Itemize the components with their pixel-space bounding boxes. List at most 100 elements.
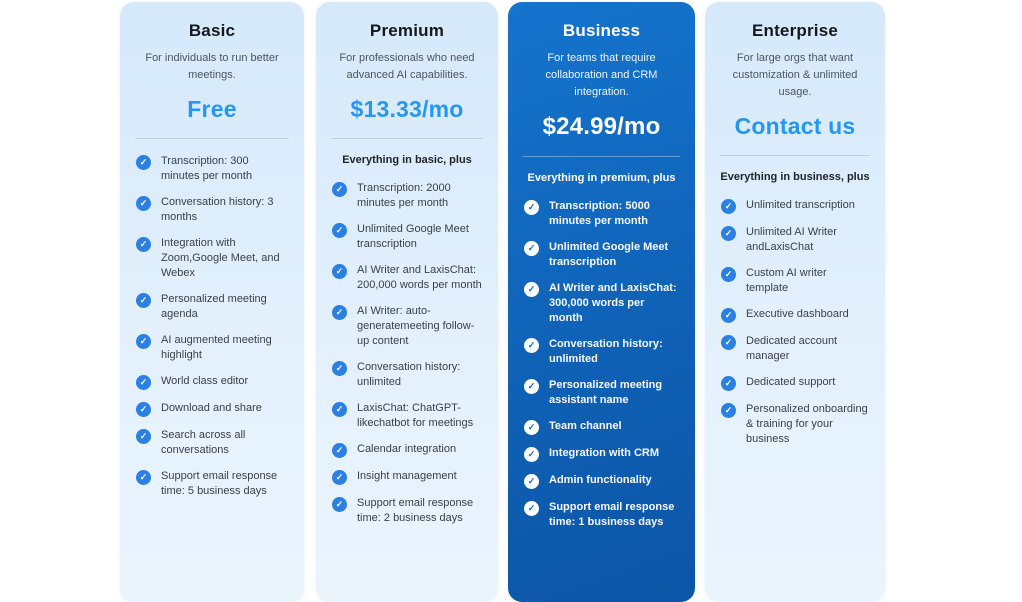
feature-text: Download and share xyxy=(161,402,262,415)
feature-item: ✓ Conversation history: unlimited xyxy=(332,360,484,390)
plan-includes-note: Everything in business, plus xyxy=(720,171,870,184)
price-divider xyxy=(135,138,289,140)
plan-includes-note: Everything in basic, plus xyxy=(342,154,472,167)
check-icon: ✓ xyxy=(332,182,347,198)
feature-item: ✓ Support email response time: 2 business… xyxy=(332,496,484,526)
check-icon: ✓ xyxy=(721,226,736,242)
feature-text: Custom AI writer template xyxy=(746,267,827,295)
feature-text: Unlimited Google Meet transcription xyxy=(357,223,469,251)
feature-item: ✓ Conversation history: unlimited xyxy=(524,337,681,367)
feature-item: ✓ Unlimited transcription xyxy=(721,198,871,215)
check-icon: ✓ xyxy=(721,376,736,392)
feature-text: Search across all conversations xyxy=(161,429,246,457)
feature-text: Support email response time: 2 business … xyxy=(357,497,474,525)
feature-text: Support email response time: 1 business … xyxy=(549,501,675,529)
check-icon: ✓ xyxy=(136,429,151,445)
check-icon: ✓ xyxy=(136,237,151,253)
feature-item: ✓ Integration with CRM xyxy=(524,446,681,463)
feature-text: AI Writer and LaxisChat: 300,000 words p… xyxy=(549,282,677,325)
plan-description: For large orgs that want customization &… xyxy=(732,52,858,99)
feature-item: ✓ Personalized onboarding & training for … xyxy=(721,402,871,447)
check-icon: ✓ xyxy=(721,267,736,283)
plan-card-basic: Basic For individuals to run better meeti… xyxy=(120,2,304,602)
feature-text: Support email response time: 5 business … xyxy=(161,470,278,498)
plan-description: For individuals to run better meetings. xyxy=(145,52,279,82)
feature-text: Conversation history: unlimited xyxy=(357,361,461,389)
plan-card-premium: Premium For professionals who need advanc… xyxy=(316,2,498,602)
feature-item: ✓ Download and share xyxy=(136,401,290,418)
feature-item: ✓ Personalized meeting assistant name xyxy=(524,378,681,408)
check-icon: ✓ xyxy=(332,470,347,486)
check-icon: ✓ xyxy=(136,155,151,171)
feature-item: ✓ LaxisChat: ChatGPT-likechatbot for meet… xyxy=(332,401,484,431)
feature-item: ✓ Insight management xyxy=(332,469,484,486)
feature-item: ✓ World class editor xyxy=(136,374,290,391)
plan-title: Basic xyxy=(188,21,236,40)
feature-text: Transcription: 5000 minutes per month xyxy=(549,200,650,228)
plan-includes-note: Everything in premium, plus xyxy=(527,172,676,185)
plan-description: For teams that require collaboration and… xyxy=(545,52,658,99)
check-icon: ✓ xyxy=(721,308,736,324)
feature-item: ✓ Calendar integration xyxy=(332,442,484,459)
feature-text: Dedicated account manager xyxy=(746,335,838,363)
feature-item: ✓ AI Writer and LaxisChat: 300,000 words … xyxy=(524,281,681,326)
check-icon: ✓ xyxy=(524,338,539,354)
plan-price: Free xyxy=(187,96,237,123)
plan-title: Business xyxy=(562,21,641,40)
feature-text: AI augmented meeting highlight xyxy=(161,334,272,362)
feature-text: Admin functionality xyxy=(549,474,652,487)
feature-text: Personalized onboarding & training for y… xyxy=(746,403,868,446)
feature-item: ✓ AI Writer and LaxisChat: 200,000 words … xyxy=(332,263,484,293)
check-icon: ✓ xyxy=(136,196,151,212)
feature-list: ✓ Transcription: 5000 minutes per month ✓ U… xyxy=(522,199,681,530)
check-icon: ✓ xyxy=(332,305,347,321)
feature-list: ✓ Transcription: 2000 minutes per month ✓ U… xyxy=(330,181,484,526)
feature-item: ✓ Conversation history: 3 months xyxy=(136,195,290,225)
feature-item: ✓ AI augmented meeting highlight xyxy=(136,333,290,363)
check-icon: ✓ xyxy=(136,293,151,309)
check-icon: ✓ xyxy=(332,443,347,459)
feature-item: ✓ Support email response time: 5 business… xyxy=(136,469,290,499)
feature-item: ✓ Transcription: 5000 minutes per month xyxy=(524,199,681,229)
feature-item: ✓ Custom AI writer template xyxy=(721,266,871,296)
feature-item: ✓ AI Writer: auto-generatemeeting follow-… xyxy=(332,304,484,349)
feature-text: Dedicated support xyxy=(746,376,836,389)
feature-list: ✓ Transcription: 300 minutes per month ✓ Co… xyxy=(134,154,290,499)
feature-text: Unlimited AI Writer andLaxisChat xyxy=(746,226,837,254)
feature-item: ✓ Team channel xyxy=(524,419,681,436)
feature-item: ✓ Unlimited Google Meet transcription xyxy=(524,240,681,270)
feature-item: ✓ Executive dashboard xyxy=(721,307,871,324)
check-icon: ✓ xyxy=(332,264,347,280)
feature-list: ✓ Unlimited transcription ✓ Unlimited AI Wr… xyxy=(719,198,871,447)
plan-title: Premium xyxy=(369,21,445,40)
plan-title: Enterprise xyxy=(751,21,839,40)
check-icon: ✓ xyxy=(524,200,539,216)
check-icon: ✓ xyxy=(524,447,539,463)
feature-item: ✓ Transcription: 300 minutes per month xyxy=(136,154,290,184)
feature-item: ✓ Support email response time: 1 business… xyxy=(524,500,681,530)
feature-text: AI Writer: auto-generatemeeting follow-u… xyxy=(357,305,475,348)
check-icon: ✓ xyxy=(524,379,539,395)
check-icon: ✓ xyxy=(721,199,736,215)
feature-text: Unlimited transcription xyxy=(746,199,855,212)
feature-item: ✓ Unlimited Google Meet transcription xyxy=(332,222,484,252)
feature-text: Personalized meeting assistant name xyxy=(549,379,663,407)
check-icon: ✓ xyxy=(524,282,539,298)
feature-text: World class editor xyxy=(161,375,249,388)
feature-item: ✓ Integration with Zoom,Google Meet, and … xyxy=(136,236,290,281)
check-icon: ✓ xyxy=(332,223,347,239)
check-icon: ✓ xyxy=(524,501,539,517)
feature-text: Integration with CRM xyxy=(549,447,659,460)
feature-text: Transcription: 300 minutes per month xyxy=(161,155,253,183)
feature-text: Executive dashboard xyxy=(746,308,849,321)
price-divider xyxy=(523,156,680,158)
contact-us-link[interactable]: Contact us xyxy=(734,113,856,140)
feature-text: Personalized meeting agenda xyxy=(161,293,267,321)
feature-item: ✓ Unlimited AI Writer andLaxisChat xyxy=(721,225,871,255)
plan-card-enterprise: Enterprise For large orgs that want custo… xyxy=(705,2,885,602)
plan-price: $13.33/mo xyxy=(350,96,464,123)
feature-text: Integration with Zoom,Google Meet, and W… xyxy=(161,237,280,280)
price-divider xyxy=(720,155,870,157)
feature-text: Team channel xyxy=(549,420,622,433)
